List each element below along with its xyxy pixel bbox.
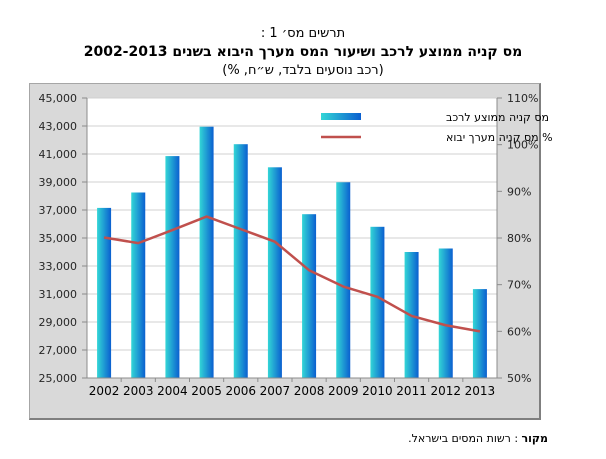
bar-2006 [233,144,248,378]
y-axis-left: 25,000 27,000 29,000 31,000 33,000 35,000 37,0… [39,92,88,385]
bar-2009 [336,182,351,378]
bar-2003 [131,192,146,378]
x-tick-label: 2007 [260,384,291,398]
x-tick-label: 2006 [225,384,256,398]
bar-2012 [438,248,453,378]
x-axis: 2002 2003 2004 2005 2006 2007 2008 2009 2010 2011… [87,377,497,398]
chart-subtitle: (רכב נוסעים בלבד, ש״ח, %) [222,63,384,78]
chart-title: מס קניה ממוצע לרכב ושיעור המס מערך היבוא… [83,44,523,60]
y-right-tick-label: 100% [507,139,538,152]
bar-2008 [302,214,317,378]
x-tick-label: 2005 [191,384,222,398]
y-right-tick-label: 80% [507,232,531,245]
legend-label-line: % מס קניה מערך יבוא [446,131,553,144]
x-tick-label: 2012 [430,384,461,398]
x-tick-label: 2002 [89,384,120,398]
x-tick-label: 2011 [396,384,427,398]
y-axis-right: 50% 60% 70% 80% 90% 100% 110% [496,92,538,385]
bar-2010 [370,226,385,378]
x-tick-label: 2003 [123,384,154,398]
legend: מס קניה ממוצע לרכב % מס קניה מערך יבוא [321,111,553,144]
source-text: : רשות המסים בישראל. [408,432,522,445]
source-note: מקור : רשות המסים בישראל. [408,432,548,445]
x-tick-label: 2008 [294,384,325,398]
y-left-tick-label: 37,000 [39,204,78,217]
bar-2007 [267,167,282,378]
bar-2002 [97,207,112,378]
legend-label-bars: מס קניה ממוצע לרכב [446,111,549,124]
line-pct-tax [103,215,481,333]
bar-2005 [199,126,214,378]
gridlines [87,97,497,379]
y-right-tick-label: 90% [507,185,531,198]
source-label: מקור [521,432,548,445]
legend-swatch-bars [321,113,361,120]
y-left-tick-label: 35,000 [39,232,78,245]
y-left-tick-label: 31,000 [39,288,78,301]
y-left-tick-label: 25,000 [39,372,78,385]
x-tick-label: 2009 [328,384,359,398]
line-series [103,215,481,333]
x-tick-label: 2013 [465,384,496,398]
y-left-tick-label: 33,000 [39,260,78,273]
y-right-tick-label: 50% [507,372,531,385]
y-left-tick-label: 43,000 [39,120,78,133]
y-left-tick-label: 29,000 [39,316,78,329]
bar-2013 [472,289,487,378]
y-left-tick-label: 41,000 [39,148,78,161]
y-right-tick-label: 70% [507,279,531,292]
y-left-tick-label: 45,000 [39,92,78,105]
figure-number: תרשים מס׳ 1 : [260,26,346,41]
y-right-tick-label: 60% [507,325,531,338]
x-tick-label: 2004 [157,384,188,398]
y-right-tick-label: 110% [507,92,538,105]
bar-2004 [165,156,180,378]
x-tick-label: 2010 [362,384,393,398]
y-left-tick-label: 39,000 [39,176,78,189]
y-left-tick-label: 27,000 [39,344,78,357]
